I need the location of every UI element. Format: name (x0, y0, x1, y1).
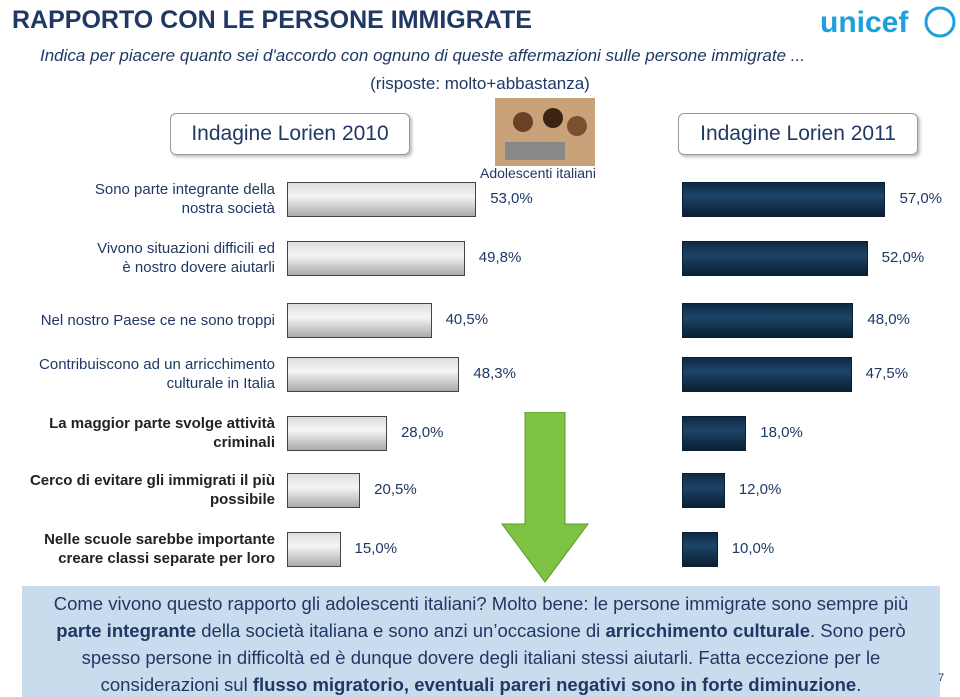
bar (287, 532, 341, 567)
value-label: 57,0% (899, 190, 943, 207)
bar (287, 416, 387, 451)
subtitle: (risposte: molto+abbastanza) (370, 74, 590, 93)
category-label: Vivono situazioni difficili ed è nostro … (97, 240, 275, 276)
bar (682, 241, 868, 276)
value-label: 53,0% (490, 190, 533, 207)
category-label: Cerco di evitare gli immigrati il più po… (29, 472, 275, 508)
title: RAPPORTO CON LE PERSONE IMMIGRATE (12, 6, 532, 34)
bar (287, 182, 477, 217)
category-label: Nelle scuole sarebbe importante creare c… (44, 531, 275, 567)
bar (287, 357, 460, 392)
value-label: 20,5% (374, 481, 417, 498)
bar (682, 303, 854, 338)
value-label: 49,8% (478, 249, 522, 266)
series-header: Indagine Lorien 2010 (170, 113, 410, 155)
note-text: . Sono però spesso persone in difficoltà… (81, 620, 906, 695)
category-label: Sono parte integrante della nostra socie… (94, 181, 275, 217)
value-label: 28,0% (400, 424, 444, 441)
bar (682, 473, 725, 508)
value-label: 48,3% (473, 365, 516, 382)
arrow-shape (501, 412, 589, 583)
logo-icon (924, 6, 956, 38)
category-label: Nel nostro Paese ce ne sono troppi (40, 311, 275, 329)
bar (287, 303, 432, 338)
value-label: 47,5% (865, 365, 909, 382)
bar (682, 532, 718, 567)
category-label: Contribuiscono ad un arricchimento cultu… (39, 356, 275, 392)
value-label: 10,0% (731, 540, 775, 557)
value-label: 40,5% (445, 311, 489, 328)
bar (682, 357, 852, 392)
value-label: 48,0% (867, 311, 910, 328)
value-label: 52,0% (881, 249, 925, 266)
value-label: 12,0% (738, 481, 782, 498)
note-text: flusso migratorio, eventuali pareri nega… (252, 674, 857, 695)
bar (682, 182, 886, 217)
arrow (501, 412, 589, 583)
photo-shape (567, 116, 587, 136)
note-text: arricchimento culturale (605, 620, 811, 641)
note-text: della società italiana e sono anzi un’oc… (196, 620, 606, 641)
logo: unicef (820, 6, 956, 39)
photo-shape (513, 112, 533, 132)
value-label: 18,0% (760, 424, 803, 441)
note-text: parte integrante (56, 620, 197, 641)
value-label: 15,0% (354, 540, 398, 557)
note: Come vivono questo rapporto gli adolesce… (22, 586, 940, 697)
note-text: Come vivono questo rapporto gli adolesce… (53, 593, 909, 614)
logo-text: unicef (820, 6, 909, 39)
category-label: La maggior parte svolge attività crimina… (49, 415, 275, 451)
page-number: 7 (938, 672, 945, 684)
photo (495, 98, 595, 166)
bar (287, 241, 465, 276)
photo-shape (543, 108, 563, 128)
subtitle: Indica per piacere quanto sei d'accordo … (40, 46, 805, 65)
note-text: . (856, 674, 862, 695)
series-header: Indagine Lorien 2011 (678, 113, 918, 155)
bar (682, 416, 747, 451)
annotation: Adolescenti italiani (480, 165, 596, 181)
photo-shape (505, 142, 565, 160)
bar (287, 473, 361, 508)
